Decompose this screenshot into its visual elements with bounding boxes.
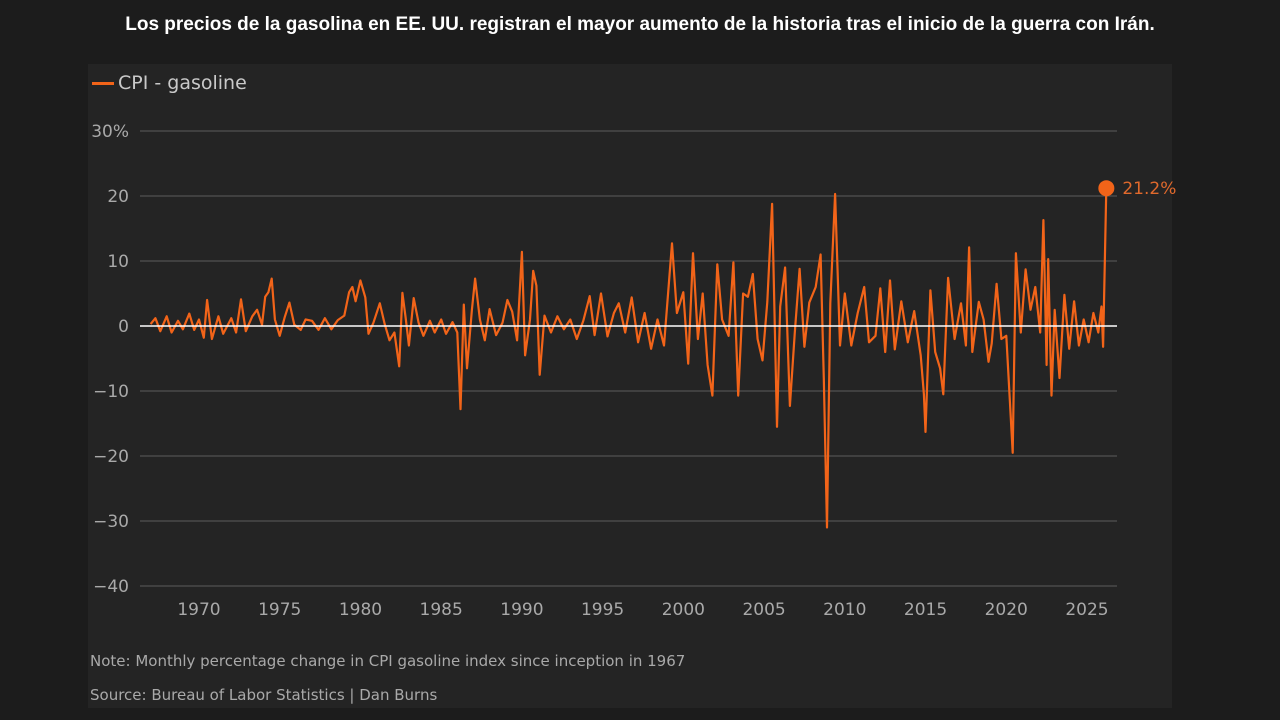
series-line-cpi-gasoline bbox=[149, 188, 1108, 529]
x-tick-label: 1970 bbox=[177, 600, 220, 620]
y-tick-label: −20 bbox=[93, 447, 129, 467]
x-tick-label: 1990 bbox=[500, 600, 543, 620]
y-tick-label: −30 bbox=[93, 512, 129, 532]
chart-source: Source: Bureau of Labor Statistics | Dan… bbox=[90, 686, 438, 704]
x-tick-label: 2000 bbox=[662, 600, 705, 620]
y-tick-label: 30% bbox=[91, 122, 129, 142]
x-tick-label: 2025 bbox=[1065, 600, 1108, 620]
x-tick-label: 1975 bbox=[258, 600, 301, 620]
headline: Los precios de la gasolina en EE. UU. re… bbox=[125, 14, 1155, 35]
y-tick-label: −10 bbox=[93, 382, 129, 402]
chart-note: Note: Monthly percentage change in CPI g… bbox=[90, 652, 686, 670]
last-point-marker bbox=[1098, 180, 1115, 197]
x-tick-label: 1980 bbox=[339, 600, 382, 620]
x-tick-label: 2020 bbox=[985, 600, 1028, 620]
x-tick-label: 2010 bbox=[823, 600, 866, 620]
x-tick-label: 2015 bbox=[904, 600, 947, 620]
y-tick-label: 20 bbox=[107, 187, 129, 207]
y-tick-label: 0 bbox=[118, 317, 129, 337]
x-tick-label: 1985 bbox=[420, 600, 463, 620]
y-tick-label: 10 bbox=[107, 252, 129, 272]
x-tick-label: 2005 bbox=[742, 600, 785, 620]
y-tick-label: −40 bbox=[93, 577, 129, 597]
x-tick-label: 1995 bbox=[581, 600, 624, 620]
legend-swatch bbox=[92, 81, 114, 85]
legend: CPI - gasoline bbox=[92, 72, 247, 94]
legend-label: CPI - gasoline bbox=[118, 72, 247, 94]
chart-panel bbox=[88, 64, 1172, 708]
last-point-label: 21.2% bbox=[1122, 179, 1176, 199]
